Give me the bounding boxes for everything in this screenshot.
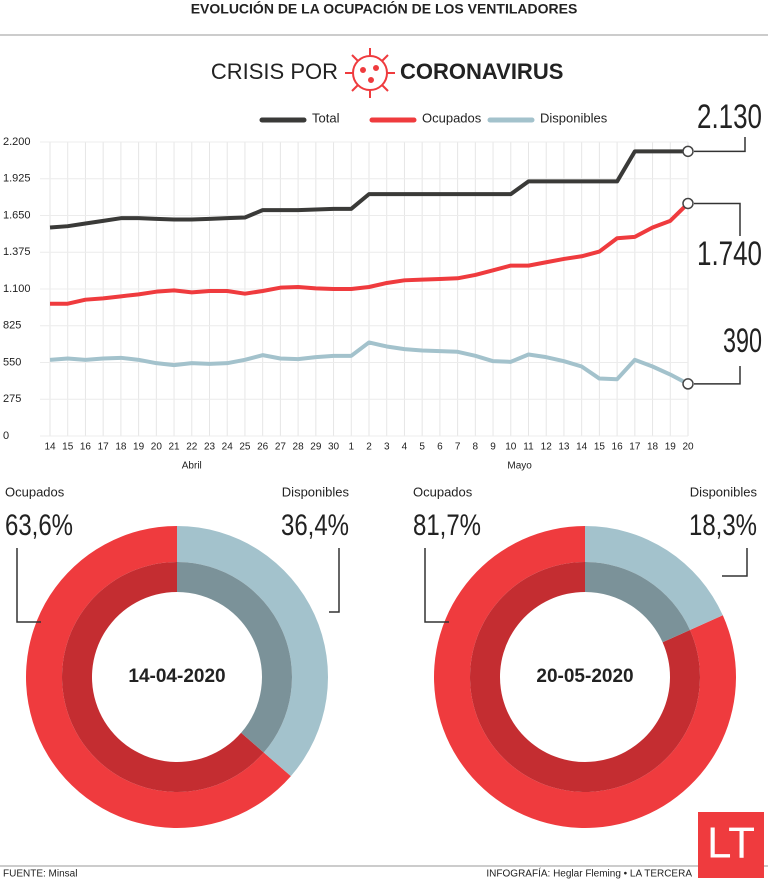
pie-value-label: 63,6% — [5, 509, 73, 542]
x-tick-label: 8 — [473, 442, 479, 453]
x-tick-label: 30 — [328, 442, 340, 453]
leader-line — [694, 366, 741, 385]
x-tick-label: 7 — [455, 442, 461, 453]
x-tick-label: 14 — [44, 442, 56, 453]
legend-label: Total — [312, 110, 340, 125]
logo: LT — [707, 819, 755, 868]
y-tick-label: 275 — [3, 393, 21, 405]
pie-value-label: 36,4% — [281, 509, 349, 542]
x-group-label: Mayo — [507, 461, 532, 472]
x-tick-label: 1 — [348, 442, 354, 453]
x-tick-label: 2 — [366, 442, 372, 453]
slice-outer — [585, 526, 723, 631]
x-tick-label: 24 — [222, 442, 234, 453]
x-tick-label: 9 — [490, 442, 496, 453]
x-tick-label: 13 — [558, 442, 570, 453]
x-tick-label: 20 — [682, 442, 694, 453]
x-tick-label: 26 — [257, 442, 269, 453]
x-tick-label: 17 — [629, 442, 641, 453]
source: FUENTE: Minsal — [3, 869, 77, 880]
x-tick-label: 12 — [541, 442, 553, 453]
end-marker — [682, 145, 694, 158]
x-tick-label: 18 — [647, 442, 659, 453]
credit: INFOGRAFÍA: Heglar Fleming • LA TERCERA — [486, 867, 692, 880]
series-line — [49, 340, 689, 386]
pie-center-label: 14-04-2020 — [128, 666, 225, 687]
x-tick-label: 28 — [293, 442, 305, 453]
virus-icon — [345, 48, 395, 98]
pie-value-label: 18,3% — [689, 509, 757, 542]
y-tick-label: 1.100 — [3, 283, 31, 295]
slice-outer — [26, 526, 291, 828]
x-tick-label: 29 — [310, 442, 322, 453]
pie-legend-label: Ocupados — [413, 484, 473, 499]
y-tick-label: 825 — [3, 320, 21, 332]
end-label: 2.130 — [697, 98, 762, 136]
pie-legend-label: Disponibles — [282, 484, 350, 499]
x-tick-label: 27 — [275, 442, 287, 453]
x-tick-label: 20 — [151, 442, 163, 453]
x-tick-label: 19 — [665, 442, 677, 453]
leader-line — [694, 202, 741, 236]
page-title: EVOLUCIÓN DE LA OCUPACIÓN DE LOS VENTILA… — [191, 0, 578, 17]
y-tick-label: 0 — [3, 430, 9, 442]
y-tick-label: 1.650 — [3, 209, 31, 221]
legend-label: Ocupados — [422, 110, 482, 125]
x-tick-label: 11 — [523, 442, 534, 453]
slice-inner — [585, 562, 690, 643]
pie-leader — [16, 548, 41, 623]
kicker: CRISIS POR — [211, 59, 338, 84]
x-tick-label: 16 — [612, 442, 624, 453]
topic: CORONAVIRUS — [400, 59, 563, 84]
y-tick-label: 1.375 — [3, 246, 31, 258]
pie-leader — [424, 548, 449, 623]
x-tick-label: 16 — [80, 442, 92, 453]
x-tick-label: 4 — [402, 442, 408, 453]
end-marker — [682, 197, 694, 210]
pie-leader — [722, 548, 748, 577]
pie-legend-label: Disponibles — [690, 484, 758, 499]
slice-inner — [62, 562, 264, 792]
x-tick-label: 23 — [204, 442, 216, 453]
x-tick-label: 6 — [437, 442, 443, 453]
end-label: 390 — [723, 322, 762, 360]
x-tick-label: 5 — [419, 442, 425, 453]
pie-value-label: 81,7% — [413, 509, 481, 542]
x-tick-label: 10 — [505, 442, 517, 453]
x-tick-label: 18 — [115, 442, 127, 453]
y-tick-label: 1.925 — [3, 173, 31, 185]
end-marker — [682, 378, 694, 390]
x-tick-label: 25 — [239, 442, 251, 453]
logo-box — [698, 812, 764, 878]
x-tick-label: 22 — [186, 442, 198, 453]
slice-outer — [177, 526, 328, 777]
x-tick-label: 19 — [133, 442, 145, 453]
series-line — [50, 202, 690, 306]
x-group-label: Abril — [182, 461, 202, 472]
y-tick-label: 550 — [3, 356, 21, 368]
x-tick-label: 17 — [98, 442, 110, 453]
x-tick-label: 15 — [62, 442, 74, 453]
pie-leader — [329, 548, 340, 613]
legend-label: Disponibles — [540, 110, 608, 125]
y-tick-label: 2.200 — [3, 136, 31, 148]
series-line — [49, 149, 688, 230]
x-tick-label: 21 — [168, 442, 180, 453]
x-tick-label: 14 — [576, 442, 588, 453]
slice-inner — [177, 562, 293, 753]
end-label: 1.740 — [697, 235, 762, 273]
leader-line — [694, 137, 746, 153]
pie-center-label: 20-05-2020 — [536, 666, 633, 687]
pie-legend-label: Ocupados — [5, 484, 65, 499]
x-tick-label: 15 — [594, 442, 606, 453]
x-tick-label: 3 — [384, 442, 390, 453]
